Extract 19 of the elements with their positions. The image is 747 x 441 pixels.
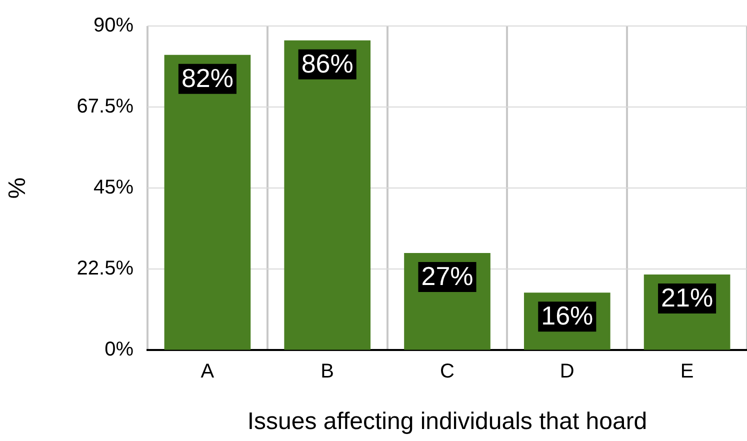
data-label: 21% <box>661 282 714 313</box>
x-tick-label: A <box>200 360 215 383</box>
y-tick-label: 22.5% <box>76 258 134 280</box>
x-axis-title: Issues affecting individuals that hoard <box>247 408 648 436</box>
y-tick-label: 45% <box>93 176 134 199</box>
y-axis-title: % <box>4 177 32 199</box>
bar <box>164 54 251 350</box>
data-label: 86% <box>301 48 354 79</box>
y-tick-label: 90% <box>93 14 134 37</box>
y-tick-label: 67.5% <box>76 96 134 118</box>
x-tick-label: D <box>560 360 574 383</box>
data-label: 82% <box>181 62 234 93</box>
y-tick-label: 0% <box>104 338 134 361</box>
data-label: 16% <box>541 300 594 331</box>
x-tick-label: C <box>440 360 454 383</box>
bar <box>284 40 371 350</box>
data-label: 27% <box>421 261 474 292</box>
x-tick-label: E <box>680 360 694 383</box>
x-tick-label: B <box>320 360 334 383</box>
